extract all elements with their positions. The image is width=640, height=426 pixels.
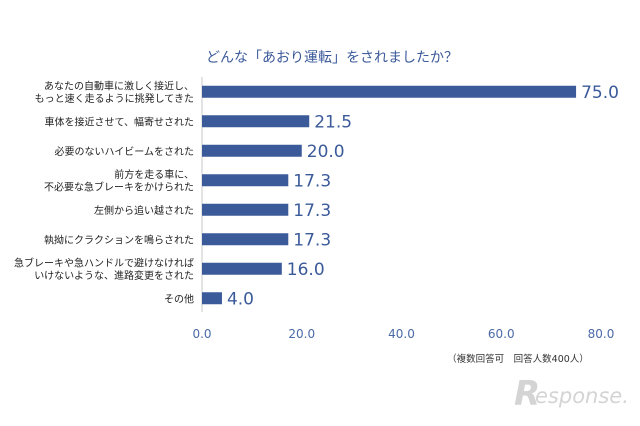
x-tick-label-1: 20.0	[288, 327, 315, 341]
response-note: （複数回答可 回答人数400人）	[447, 353, 589, 365]
bar-2	[202, 144, 302, 157]
x-tick-labels-group: 0.0 20.0 40.0 60.0 80.0	[192, 327, 614, 341]
value-label-1: 21.5	[314, 112, 352, 132]
value-labels-group: 75.0 21.5 20.0 17.3 17.3 17.3 16.0 4.0	[227, 83, 619, 310]
category-label-1-line-0: 車体を接近させて、幅寄せされた	[45, 115, 195, 128]
category-label-4-line-0: 左側から追い越された	[94, 204, 194, 217]
bar-5	[202, 233, 289, 246]
x-tick-label-4: 80.0	[588, 327, 615, 341]
value-label-2: 20.0	[307, 142, 345, 162]
category-label-6-line-0: 急ブレーキや急ハンドルで避けなければ	[14, 257, 194, 270]
category-label-3-line-0: 前方を走る車に、	[114, 168, 194, 181]
value-label-5: 17.3	[293, 230, 331, 250]
category-label-0-line-1: もっと速く走るように挑発してきた	[35, 92, 194, 105]
value-label-3: 17.3	[293, 171, 331, 191]
value-label-4: 17.3	[293, 201, 331, 221]
category-label-5-line-0: 執拗にクラクションを鳴らされた	[44, 233, 194, 246]
value-label-6: 16.0	[287, 260, 325, 280]
category-label-6-line-1: いけないような、進路変更をされた	[34, 269, 194, 282]
bar-0	[202, 85, 577, 98]
category-label-7-line-0: その他	[164, 292, 194, 305]
response-logo-text: esponse.	[535, 384, 629, 408]
bar-3	[202, 174, 289, 187]
response-logo-mark: R	[514, 374, 540, 414]
x-tick-label-0: 0.0	[192, 327, 211, 341]
category-labels-group: あなたの自動車に激しく接近し、もっと速く走るように挑発してきた車体を接近させて、…	[14, 80, 194, 306]
x-tick-label-2: 40.0	[388, 327, 415, 341]
bar-7	[202, 292, 222, 305]
category-label-0-line-0: あなたの自動車に激しく接近し、	[44, 80, 194, 93]
value-label-7: 4.0	[227, 289, 254, 309]
response-logo: R esponse.	[514, 374, 629, 414]
bars-group	[202, 85, 577, 305]
category-label-3-line-1: 不必要な急ブレーキをかけられた	[44, 181, 194, 194]
bar-1	[202, 115, 310, 128]
category-label-2-line-0: 必要のないハイビームをされた	[55, 145, 195, 158]
x-tick-label-3: 60.0	[488, 327, 515, 341]
value-label-0: 75.0	[581, 83, 619, 103]
bar-6	[202, 262, 282, 275]
chart-title: どんな「あおり運転」をされましたか？	[206, 50, 458, 66]
bar-4	[202, 203, 289, 216]
